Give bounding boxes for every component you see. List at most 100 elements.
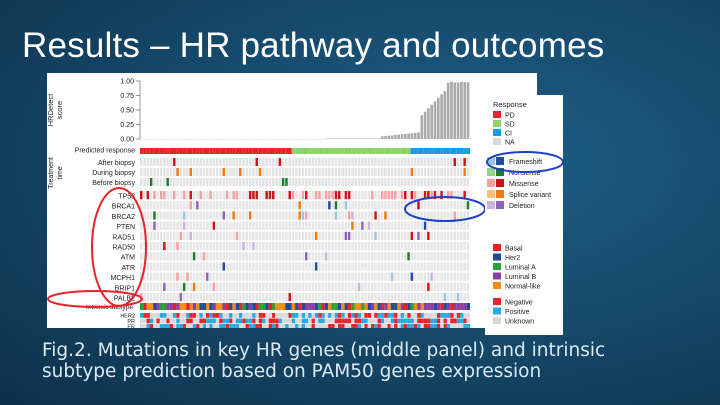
mutation-cell: [344, 211, 348, 220]
mutation-cell: [229, 242, 232, 251]
mutation-cell: [140, 252, 143, 261]
mutation-cell: [384, 293, 387, 302]
mutation-cell: [291, 272, 295, 281]
mutation-cell: [400, 293, 404, 302]
mutation-cell: [318, 191, 321, 200]
treatment-cell: [268, 158, 272, 166]
receptor-cell: [245, 313, 249, 318]
mutation-cell: [394, 221, 397, 230]
receptor-cell: [258, 318, 263, 324]
mutation-cell: [278, 293, 282, 302]
treatment-cell: [443, 168, 447, 176]
gene-label: RAD51: [112, 234, 135, 241]
mutation-cell: [159, 201, 163, 210]
mutation-cell: [291, 201, 295, 210]
mutation-cell: [361, 211, 364, 220]
mutation-cell: [364, 211, 367, 220]
treatment-cell: [262, 178, 265, 186]
mutation-cell: [324, 252, 328, 261]
treatment-cell: [209, 178, 212, 186]
mutation-cell: [318, 211, 321, 220]
response-cell: [153, 148, 157, 154]
receptor-cell: [209, 313, 213, 318]
mutation-cell: [453, 252, 456, 261]
mutation-cell: [176, 272, 179, 281]
treatment-cell: [176, 178, 179, 186]
receptor-cell: [437, 313, 441, 318]
receptor-cell: [466, 324, 470, 328]
mutation-cell: [156, 201, 159, 210]
hrdetect-bar: [410, 133, 414, 139]
subtype-cell: [413, 303, 418, 310]
receptor-cell: [417, 318, 421, 324]
mutation-cell: [466, 272, 470, 281]
mutation-cell: [212, 252, 216, 261]
mutation-cell: [347, 201, 351, 210]
subtype-cell: [222, 303, 226, 310]
mutation-cell: [404, 282, 407, 291]
mutation-cell: [163, 252, 166, 261]
mutation-cell: [215, 272, 219, 281]
response-cell: [245, 148, 249, 154]
subtype-cell: [456, 303, 461, 310]
mutation-cell: [331, 293, 334, 302]
treatment-cell: [400, 178, 404, 186]
mutation-cell: [140, 201, 143, 210]
response-cell: [344, 148, 348, 154]
mutation-cell: [239, 221, 242, 230]
treatment-cell: [314, 168, 318, 176]
receptor-cell: [176, 318, 180, 324]
mutation-legend-swatch-germline: [487, 190, 495, 198]
mutation-cell: [410, 272, 414, 281]
mutation-cell: [410, 242, 414, 251]
receptor-cell: [433, 318, 437, 324]
mutation-cell: [387, 201, 390, 210]
mutation-cell: [314, 282, 318, 291]
treatment-cell: [334, 178, 338, 186]
mutation-cell: [443, 242, 447, 251]
treatment-cell: [149, 178, 153, 186]
mutation-cell: [305, 282, 308, 291]
mutation-cell: [163, 191, 166, 200]
mutation-cell: [364, 201, 367, 210]
receptor-cell: [301, 324, 305, 328]
mutation-cell: [173, 293, 176, 302]
mutation-cell: [420, 231, 423, 240]
mutation-cell: [281, 252, 285, 261]
mutation-cell: [324, 262, 328, 271]
receptor-cell: [202, 313, 206, 318]
treatment-cell: [176, 168, 179, 176]
receptor-cell: [314, 318, 319, 324]
mutation-cell: [248, 293, 252, 302]
treatment-cell: [427, 158, 430, 166]
receptor-cell: [318, 318, 322, 324]
mutation-cell: [341, 201, 344, 210]
treatment-cell: [456, 158, 460, 166]
mutation-cell: [413, 282, 417, 291]
mutation-cell: [219, 272, 222, 281]
receptor-cell: [314, 313, 319, 318]
mutation-cell: [364, 242, 367, 251]
mutation-cell: [291, 221, 295, 230]
receptor-cell: [215, 324, 220, 328]
response-cell: [334, 148, 338, 154]
mutation-cell: [427, 191, 430, 200]
receptor-cell: [423, 318, 428, 324]
subtype-cell: [245, 303, 249, 310]
treatment-cell: [433, 178, 437, 186]
mutation-cell: [380, 211, 384, 220]
subtype-cell: [347, 303, 352, 310]
mutation-cell: [281, 262, 285, 271]
mutation-cell: [225, 252, 229, 261]
hrdetect-bar: [450, 81, 453, 139]
mutation-cell: [384, 272, 387, 281]
treatment-cell: [361, 178, 364, 186]
response-cell: [235, 148, 239, 154]
mutation-cell: [308, 221, 311, 230]
mutation-cell: [281, 201, 285, 210]
response-cell: [387, 148, 391, 154]
mutation-cell: [225, 242, 229, 251]
treatment-cell: [272, 158, 275, 166]
mutation-cell: [400, 191, 404, 200]
treatment-cell: [143, 178, 146, 186]
